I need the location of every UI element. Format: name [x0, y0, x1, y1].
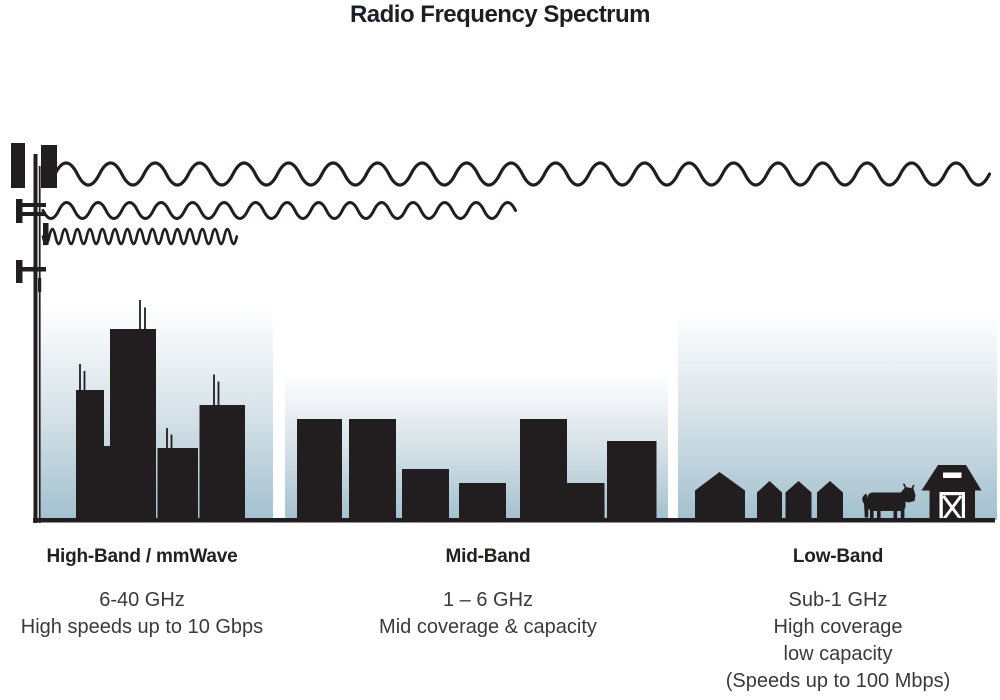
- building: [520, 419, 567, 520]
- house-icon: [817, 481, 843, 520]
- band-frequency-mid: 1 – 6 GHz: [442, 589, 534, 611]
- band-heading-high: High-Band / mmWave: [46, 546, 238, 567]
- medium-wavelength-wave: [41, 201, 517, 220]
- long-wavelength-wave: [53, 161, 992, 187]
- skyscraper: [76, 390, 104, 520]
- band-frequency-high: 6-40 GHz: [99, 589, 185, 611]
- rooftop-antennas: [79, 300, 220, 448]
- house-icon: [757, 481, 782, 520]
- band-description-low: low capacity: [783, 643, 893, 665]
- band-description-low: (Speeds up to 100 Mbps): [725, 670, 951, 692]
- house-icon: [785, 481, 812, 520]
- skyscraper: [199, 405, 245, 520]
- band-heading-mid: Mid-Band: [445, 546, 531, 567]
- skyscraper: [157, 448, 198, 520]
- city-skyline-high-band: [76, 300, 245, 520]
- building: [402, 469, 449, 520]
- ground-line: [33, 518, 995, 523]
- cow-icon: [862, 483, 916, 520]
- building: [349, 419, 396, 520]
- building: [297, 419, 342, 520]
- cell-tower-icon: [11, 143, 57, 523]
- diagram-canvas: [11, 143, 997, 523]
- building: [567, 483, 605, 520]
- suburban-skyline-mid-band: [297, 419, 657, 520]
- band-frequency-low: Sub-1 GHz: [788, 589, 888, 611]
- band-heading-low: Low-Band: [792, 546, 884, 567]
- band-caption-high: High-Band / mmWave 6-40 GHz High speeds …: [2, 546, 282, 641]
- band-description-low: High coverage: [773, 616, 903, 638]
- short-wavelength-wave: [41, 227, 239, 246]
- building: [607, 441, 657, 520]
- band-description-high: High speeds up to 10 Gbps: [20, 616, 264, 638]
- countryside-low-band: [695, 465, 982, 521]
- band-caption-low: Low-Band Sub-1 GHz High coverage low cap…: [698, 546, 978, 695]
- band-description-mid: Mid coverage & capacity: [379, 616, 597, 638]
- skyscraper: [110, 329, 156, 520]
- barn-icon: [921, 465, 982, 521]
- radio-waves: [41, 161, 992, 246]
- house-icon: [695, 472, 745, 520]
- building: [459, 483, 506, 520]
- band-caption-mid: Mid-Band 1 – 6 GHz Mid coverage & capaci…: [348, 546, 628, 641]
- page-title: Radio Frequency Spectrum: [349, 1, 651, 28]
